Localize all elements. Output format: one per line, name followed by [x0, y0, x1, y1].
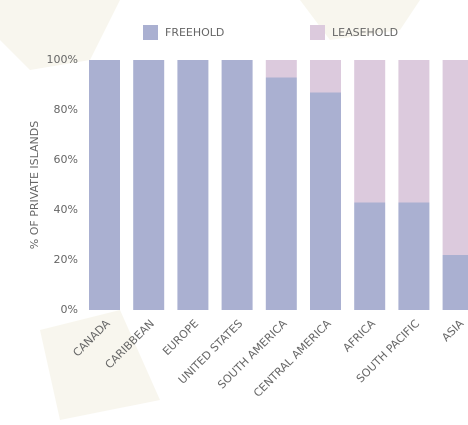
- bar-segment: [265, 60, 297, 78]
- y-tick-label: 40%: [54, 203, 78, 216]
- x-tick-label: AFRICA: [340, 317, 378, 355]
- bar-segment: [133, 60, 165, 310]
- legend-label: FREEHOLD: [165, 26, 224, 39]
- bar-segment: [89, 60, 120, 310]
- legend-label: LEASEHOLD: [332, 26, 398, 39]
- bar-segment: [398, 202, 430, 310]
- y-tick-label: 20%: [54, 253, 78, 266]
- y-tick-label: 0%: [61, 303, 78, 316]
- background-map: [0, 0, 420, 420]
- bar-segment: [310, 60, 341, 93]
- bar-segment: [398, 60, 430, 203]
- y-axis-label: % OF PRIVATE ISLANDS: [28, 121, 41, 249]
- x-tick-label: EUROPE: [160, 317, 201, 358]
- bar-segment: [354, 60, 386, 203]
- x-tick-label: CENTRAL AMERICA: [251, 317, 334, 400]
- bar-segment: [177, 60, 209, 310]
- x-tick-label: ASIA: [439, 317, 466, 344]
- bar-segment: [442, 60, 468, 255]
- y-tick-label: 60%: [54, 153, 78, 166]
- bar-segment: [265, 77, 297, 310]
- legend-swatch: [310, 25, 325, 40]
- y-tick-label: 100%: [47, 53, 78, 66]
- bar-segment: [310, 92, 341, 310]
- legend-swatch: [143, 25, 158, 40]
- bar-segment: [221, 60, 253, 310]
- bar-segment: [354, 202, 386, 310]
- y-tick-label: 80%: [54, 103, 78, 116]
- bar-segment: [442, 255, 468, 310]
